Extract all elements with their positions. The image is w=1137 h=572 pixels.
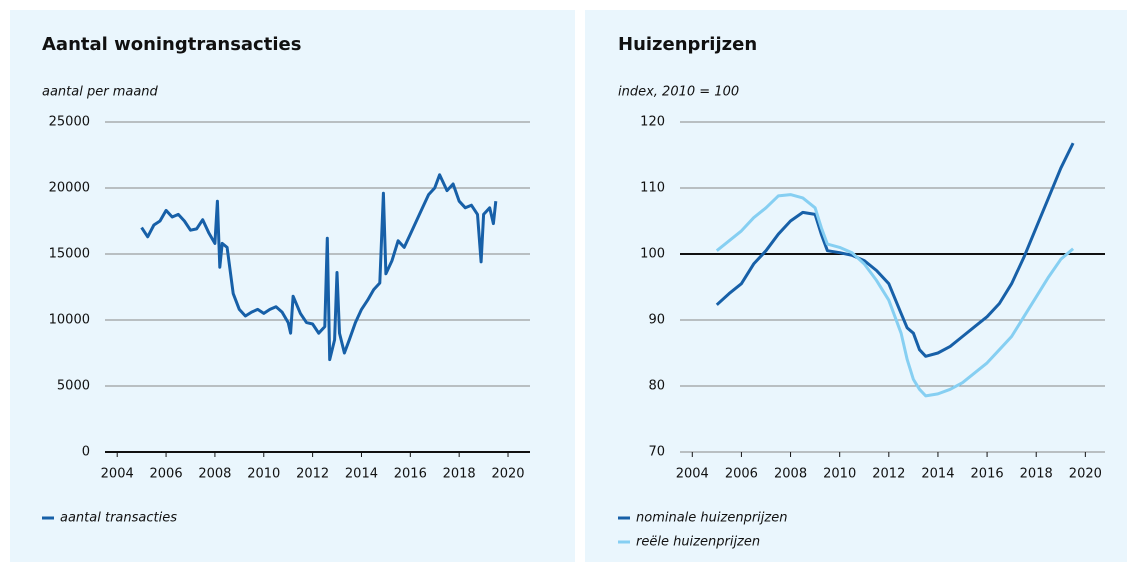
y-tick-label: 25000 bbox=[49, 115, 90, 130]
y-tick-label: 70 bbox=[648, 445, 665, 460]
x-tick-label: 2020 bbox=[491, 467, 524, 482]
x-tick-label: 2018 bbox=[443, 467, 476, 482]
x-tick-label: 2018 bbox=[1020, 467, 1053, 482]
x-tick-label: 2004 bbox=[101, 467, 134, 482]
y-tick-label: 20000 bbox=[49, 181, 90, 196]
y-tick-label: 10000 bbox=[49, 313, 90, 328]
y-axis-label: index, 2010 = 100 bbox=[618, 85, 739, 100]
chart-title: Huizenprijzen bbox=[618, 34, 757, 55]
chart-title: Aantal woningtransacties bbox=[42, 34, 301, 55]
x-tick-label: 2014 bbox=[921, 467, 954, 482]
y-tick-label: 0 bbox=[82, 445, 90, 460]
y-tick-label: 100 bbox=[640, 247, 665, 262]
x-tick-label: 2014 bbox=[345, 467, 378, 482]
x-tick-label: 2006 bbox=[150, 467, 183, 482]
x-tick-label: 2010 bbox=[823, 467, 856, 482]
y-axis-label: aantal per maand bbox=[42, 85, 159, 100]
x-tick-label: 2016 bbox=[394, 467, 427, 482]
legend-label: nominale huizenprijzen bbox=[636, 511, 787, 526]
y-tick-label: 120 bbox=[640, 115, 665, 130]
x-tick-label: 2004 bbox=[676, 467, 709, 482]
x-tick-label: 2020 bbox=[1069, 467, 1102, 482]
x-tick-label: 2016 bbox=[971, 467, 1004, 482]
line bbox=[140, 173, 498, 362]
line bbox=[715, 142, 1075, 358]
y-tick-label: 15000 bbox=[49, 247, 90, 262]
x-tick-label: 2006 bbox=[725, 467, 758, 482]
y-tick-label: 5000 bbox=[57, 379, 90, 394]
x-tick-label: 2010 bbox=[247, 467, 280, 482]
y-tick-label: 80 bbox=[648, 379, 665, 394]
line bbox=[715, 193, 1075, 398]
y-tick-label: 90 bbox=[648, 313, 665, 328]
x-tick-label: 2008 bbox=[774, 467, 807, 482]
x-tick-label: 2012 bbox=[296, 467, 329, 482]
x-tick-label: 2008 bbox=[198, 467, 231, 482]
panel bbox=[10, 10, 575, 562]
x-tick-label: 2012 bbox=[872, 467, 905, 482]
y-tick-label: 110 bbox=[640, 181, 665, 196]
panel bbox=[585, 10, 1127, 562]
legend-label: aantal transacties bbox=[60, 511, 177, 526]
legend-label: reële huizenprijzen bbox=[636, 535, 760, 550]
